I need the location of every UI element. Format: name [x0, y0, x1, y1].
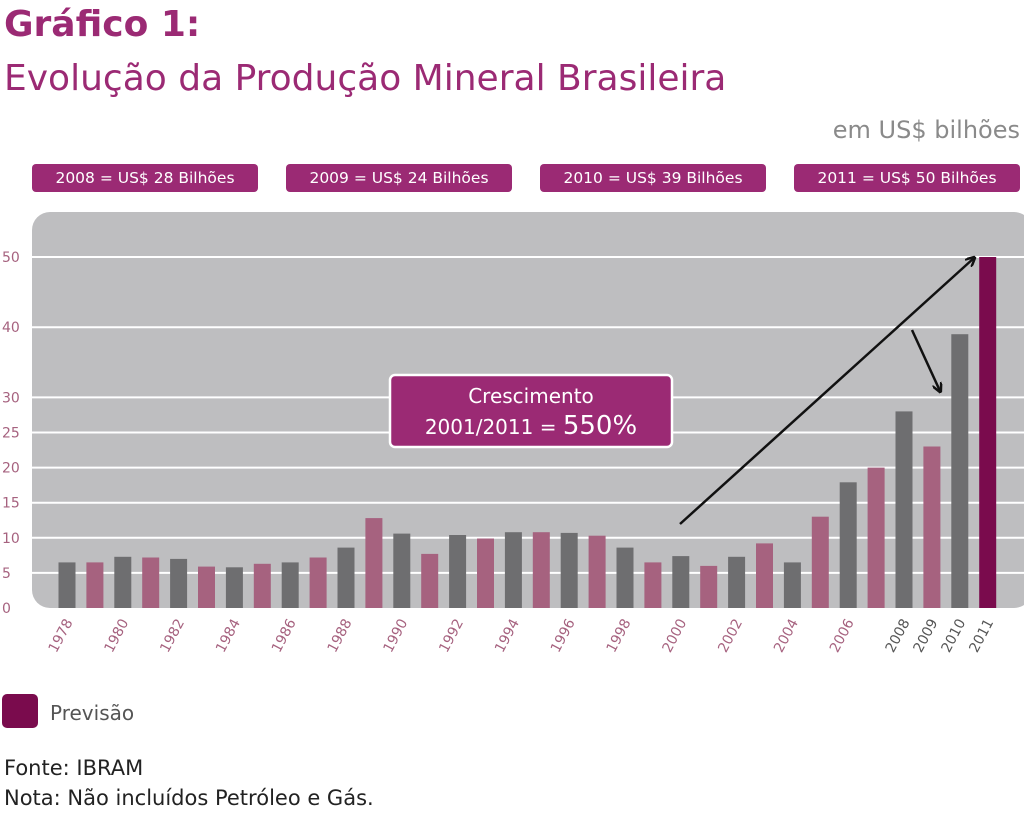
growth-arrow	[679, 258, 974, 525]
x-tick-label: 2006	[827, 616, 858, 655]
bar-1979	[86, 562, 104, 608]
bar-1997	[588, 535, 606, 608]
bar-1988	[337, 547, 355, 608]
x-tick-label: 2009	[911, 616, 942, 655]
footnote: Nota: Não incluídos Petróleo e Gás.	[4, 786, 374, 810]
legend-swatch-forecast	[2, 694, 38, 728]
legend-label-forecast: Previsão	[50, 701, 135, 725]
x-tick-label: 1990	[380, 616, 411, 655]
x-tick-label: 2004	[771, 616, 802, 655]
bar-2005	[811, 516, 829, 608]
x-tick-label: 1978	[46, 616, 77, 655]
x-tick-label: 2011	[966, 616, 997, 655]
y-tick-label: 15	[2, 496, 20, 512]
bar-1989	[365, 518, 383, 608]
bar-1993	[477, 538, 494, 608]
bar-1987	[309, 557, 327, 608]
badge-2008: 2008 = US$ 28 Bilhões	[32, 164, 258, 192]
bar-1980	[114, 556, 132, 608]
x-tick-label: 1998	[604, 616, 635, 655]
growth-callout: Crescimento 2001/2011 = 550%	[388, 373, 674, 449]
bar-2001	[700, 565, 718, 608]
bar-1998	[616, 547, 634, 608]
badge-2009: 2009 = US$ 24 Bilhões	[286, 164, 512, 192]
bar-1986	[281, 562, 299, 608]
x-tick-label: 1992	[436, 616, 467, 655]
bar-2008	[895, 411, 913, 608]
callout-line2-value: 550%	[563, 411, 637, 441]
bar-1990	[393, 533, 411, 608]
y-tick-label: 5	[2, 566, 11, 582]
x-tick-label: 2000	[659, 616, 690, 655]
unit-label: em US$ bilhões	[832, 116, 1020, 144]
y-tick-label: 50	[2, 250, 20, 266]
bar-1994	[504, 532, 522, 608]
bar-1985	[253, 563, 271, 608]
y-tick-label: 0	[2, 601, 11, 617]
bar-2009	[923, 446, 941, 608]
x-tick-label: 2002	[715, 616, 746, 655]
chart-title-line2: Evolução da Produção Mineral Brasileira	[4, 58, 727, 99]
bar-1995	[532, 532, 550, 608]
x-tick-label: 1988	[325, 616, 356, 655]
bar-1991	[421, 553, 439, 608]
y-tick-label: 10	[2, 531, 20, 547]
x-tick-label: 1984	[213, 616, 244, 655]
badge-2010: 2010 = US$ 39 Bilhões	[540, 164, 766, 192]
bar-2004	[783, 562, 801, 608]
y-tick-label: 20	[2, 461, 20, 477]
bar-2000	[672, 556, 690, 608]
bar-1999	[644, 562, 662, 608]
x-tick-label: 1986	[269, 616, 300, 655]
svg-text:2001/2011 = 550%: 2001/2011 = 550%	[425, 411, 637, 441]
x-tick-label: 1996	[548, 616, 579, 655]
bar-2007	[867, 467, 885, 608]
bar-2010	[951, 334, 969, 608]
callout-line2-prefix: 2001/2011 =	[425, 415, 563, 439]
y-tick-label: 30	[2, 390, 20, 406]
bar-1984	[225, 567, 243, 608]
x-tick-label: 2008	[883, 616, 914, 655]
bar-chart: 0 5 10 15 20 25 30 40 50 1978 1980 1982 1984 1986 198…	[2, 212, 1024, 655]
source-note: Fonte: IBRAM	[4, 756, 144, 780]
bar-1982	[170, 558, 188, 608]
x-tick-label: 1980	[101, 616, 132, 655]
bar-1983	[198, 566, 215, 608]
decline-arrow	[910, 329, 940, 391]
bar-1996	[560, 532, 578, 608]
bar-1981	[142, 557, 160, 608]
bar-1992	[449, 535, 467, 608]
y-tick-label: 25	[2, 426, 20, 442]
chart-title-line1: Gráfico 1:	[4, 4, 201, 45]
bar-2011	[979, 257, 997, 608]
bar-2002	[728, 556, 746, 608]
x-tick-label: 1994	[492, 616, 523, 655]
bar-2003	[756, 543, 773, 608]
y-tick-label: 40	[2, 320, 20, 336]
x-tick-label: 1982	[157, 616, 188, 655]
badge-2011: 2011 = US$ 50 Bilhões	[794, 164, 1020, 192]
bar-2006	[839, 482, 857, 608]
bar-1978	[58, 562, 76, 608]
callout-line1: Crescimento	[468, 384, 594, 408]
x-tick-label: 2010	[938, 616, 969, 655]
